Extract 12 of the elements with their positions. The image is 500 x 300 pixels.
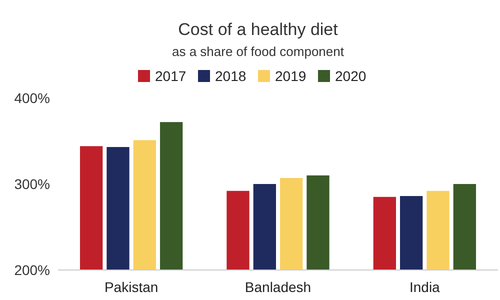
x-tick-label: India [409,279,440,295]
chart-title: Cost of a healthy diet [178,20,338,39]
x-tick-label: Pakistan [104,279,158,295]
y-tick-label: 200% [14,262,50,278]
legend-label: 2017 [155,68,186,84]
y-tick-label: 400% [14,90,50,106]
legend-label: 2018 [215,68,246,84]
x-tick-label: Banladesh [244,279,312,295]
chart-subtitle: as a share of food component [172,44,344,59]
y-tick-label: 300% [14,176,50,192]
legend-label: 2020 [335,68,366,84]
legend-label: 2019 [275,68,306,84]
